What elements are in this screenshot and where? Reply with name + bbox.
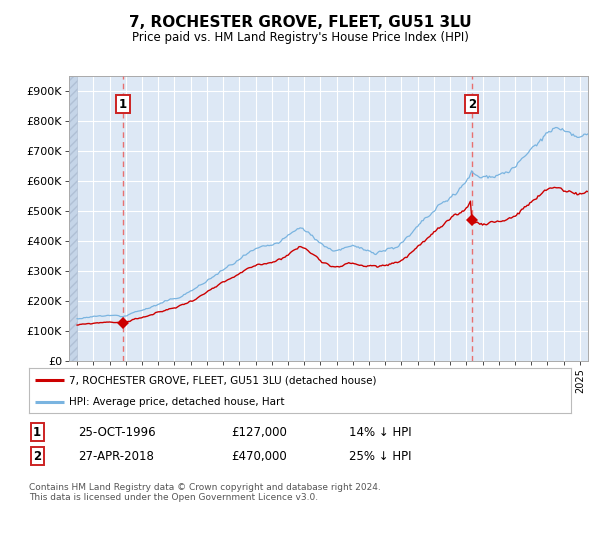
Text: £127,000: £127,000 [231,426,287,439]
Text: 14% ↓ HPI: 14% ↓ HPI [349,426,412,439]
Text: 2: 2 [467,97,476,111]
Text: 25% ↓ HPI: 25% ↓ HPI [349,450,412,463]
Text: Contains HM Land Registry data © Crown copyright and database right 2024.
This d: Contains HM Land Registry data © Crown c… [29,483,380,502]
Text: HPI: Average price, detached house, Hart: HPI: Average price, detached house, Hart [70,396,285,407]
Text: 7, ROCHESTER GROVE, FLEET, GU51 3LU: 7, ROCHESTER GROVE, FLEET, GU51 3LU [128,15,472,30]
Text: 25-OCT-1996: 25-OCT-1996 [78,426,155,439]
Text: 2: 2 [33,450,41,463]
Text: Price paid vs. HM Land Registry's House Price Index (HPI): Price paid vs. HM Land Registry's House … [131,31,469,44]
Bar [69,76,77,361]
Text: 1: 1 [119,97,127,111]
Text: 7, ROCHESTER GROVE, FLEET, GU51 3LU (detached house): 7, ROCHESTER GROVE, FLEET, GU51 3LU (det… [70,375,377,385]
Text: 27-APR-2018: 27-APR-2018 [78,450,154,463]
Text: 1: 1 [33,426,41,439]
Text: £470,000: £470,000 [231,450,287,463]
